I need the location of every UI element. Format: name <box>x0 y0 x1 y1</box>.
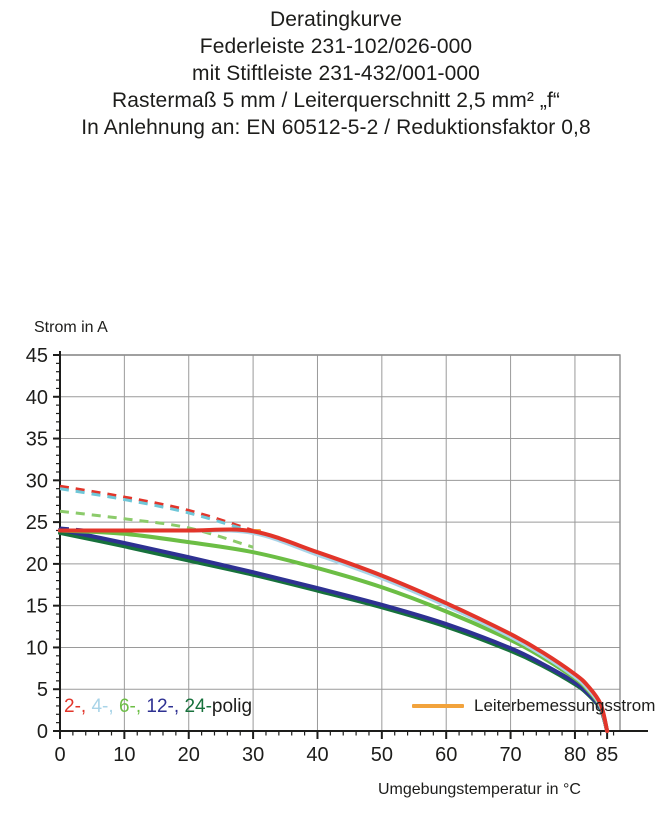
dashed-curve-2 <box>59 509 254 549</box>
plot-area: 0 5 10 15 20 25 30 35 40 45 0 10 20 30 40 50 60 70 80 85 <box>26 345 648 766</box>
legend-poles: 2-, 4-, 6-, 12-, 24-polig <box>64 696 252 718</box>
x-tick-label: 80 <box>564 744 586 766</box>
x-tick-label: 30 <box>242 744 264 766</box>
title-line-5: In Anlehnung an: EN 60512-5-2 / Reduktio… <box>81 116 591 139</box>
y-tick-label: 35 <box>26 429 48 451</box>
x-tick-label: 60 <box>435 744 457 766</box>
y-tick-label: 40 <box>26 387 48 409</box>
curve-2-polig <box>58 527 610 733</box>
chart-title-block: Deratingkurve Federleiste 231-102/026-00… <box>0 0 672 141</box>
derating-chart: Strom in A 0 5 10 15 20 25 30 35 40 45 0 10 20 30 40 50… <box>0 141 672 798</box>
legend-pole-part-0: 2-, <box>64 696 87 717</box>
y-tick-label: 0 <box>37 721 48 743</box>
y-tick-label: 5 <box>37 679 48 701</box>
x-tick-label: 10 <box>113 744 135 766</box>
plot-frame <box>59 354 621 732</box>
rated-current-line-swatch <box>412 704 464 708</box>
legend-pole-part-3: 12-, <box>146 696 180 717</box>
legend-pole-part-2: 6-, <box>118 696 142 717</box>
x-tick-label: 40 <box>306 744 328 766</box>
legend-rated-current: Leiterbemessungsstrom <box>412 696 655 716</box>
legend-pole-part-1: 4-, <box>91 696 114 717</box>
dashed-curve-1 <box>59 487 254 534</box>
x-tick-label: 70 <box>499 744 521 766</box>
y-tick-label: 15 <box>26 596 48 618</box>
x-tick-label: 50 <box>371 744 393 766</box>
y-tick-label: 25 <box>26 512 48 534</box>
y-tick-label: 20 <box>26 554 48 576</box>
dashed-curve-0 <box>59 484 254 532</box>
legend-pole-part-4: 24- <box>184 696 212 717</box>
legend-pole-part-5: polig <box>211 696 253 717</box>
title-line-1: Deratingkurve <box>269 8 403 31</box>
y-axis-title: Strom in A <box>34 319 108 336</box>
curve-12-polig <box>58 527 610 733</box>
title-line-3: mit Stiftleiste 231-432/001-000 <box>192 62 480 85</box>
title-line-2: Federleiste 231-102/026-000 <box>199 35 473 58</box>
chart-legend: 2-, 4-, 6-, 12-, 24-polig Leiterbemessun… <box>0 694 672 734</box>
title-line-4: Rastermaß 5 mm / Leiterquerschnitt 2,5 m… <box>111 89 561 112</box>
x-tick-label: 0 <box>54 744 65 766</box>
x-axis-title: Umgebungstemperatur in °C <box>378 781 581 798</box>
x-tick-label: 85 <box>596 744 618 766</box>
rated-current-label: Leiterbemessungsstrom <box>474 696 656 715</box>
y-tick-label: 30 <box>26 470 48 492</box>
y-tick-label: 10 <box>26 637 48 659</box>
y-tick-label: 45 <box>26 345 48 367</box>
x-tick-label: 20 <box>178 744 200 766</box>
